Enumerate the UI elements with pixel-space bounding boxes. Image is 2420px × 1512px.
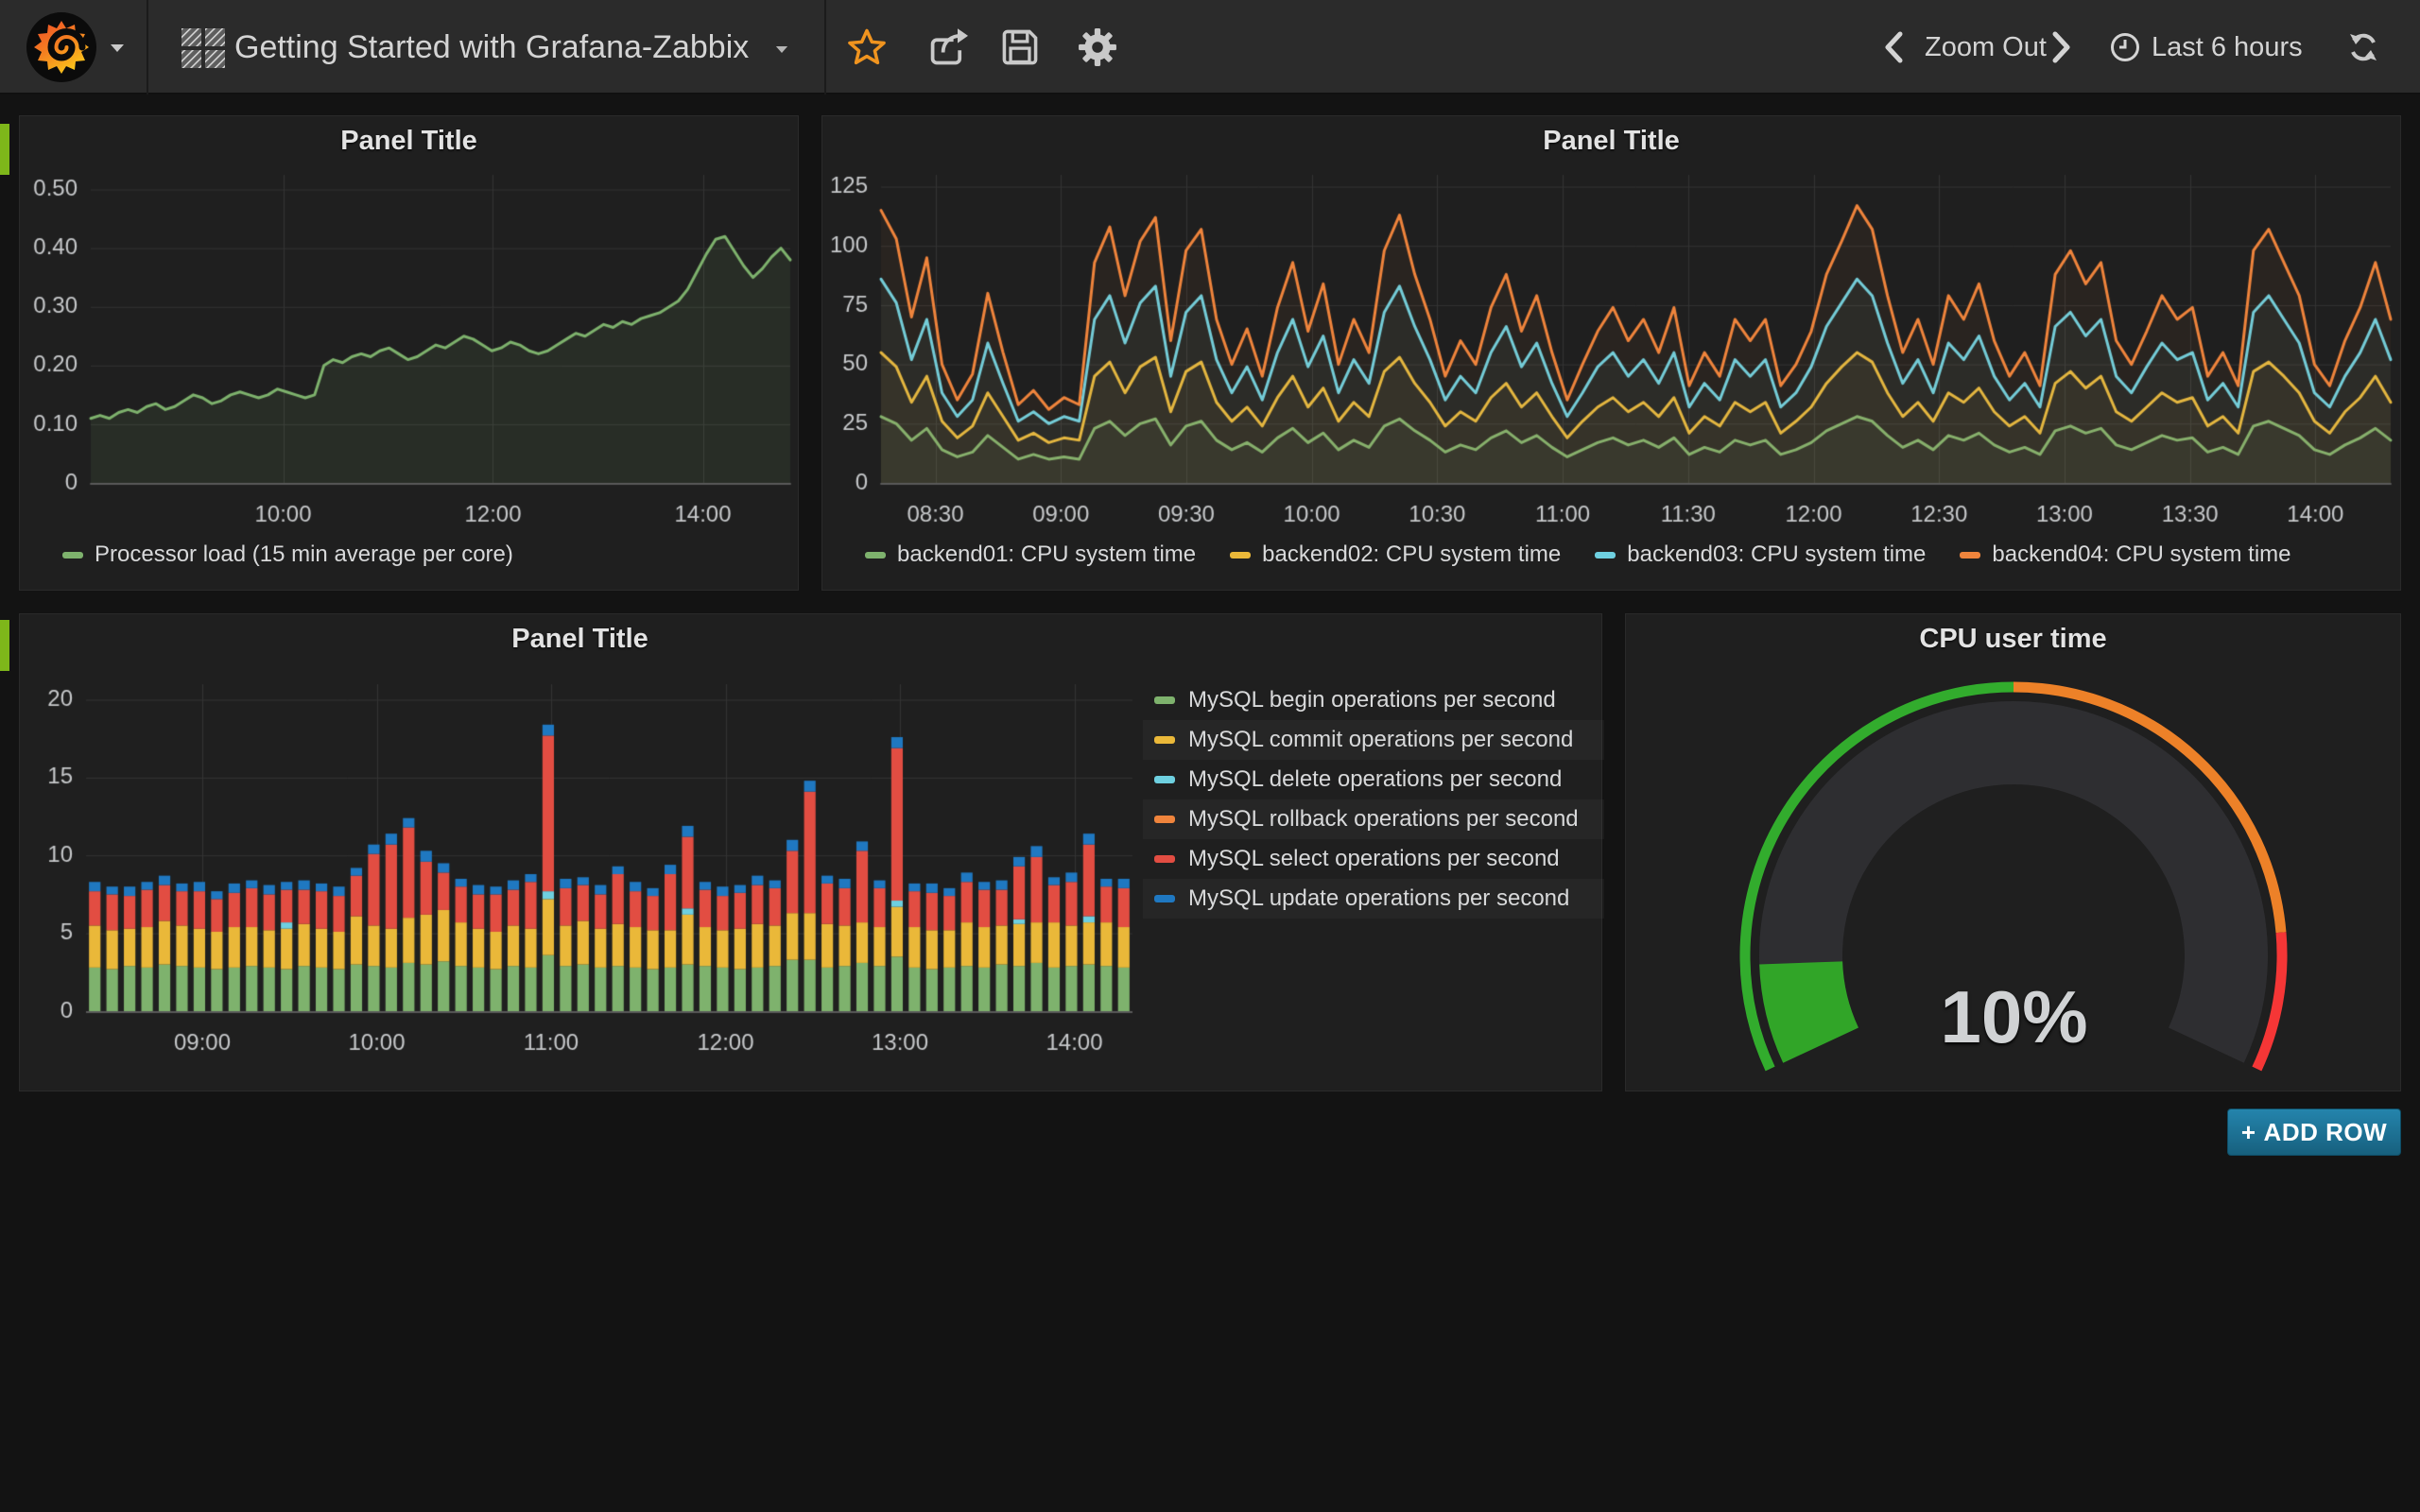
legend-series-color — [1960, 551, 1981, 558]
legend-series-label: Processor load (15 min average per core) — [95, 541, 513, 567]
processor-load-graph[interactable] — [20, 160, 800, 538]
legend-item[interactable]: MySQL commit operations per second — [1143, 720, 1604, 760]
panel-title[interactable]: CPU user time — [1919, 624, 2107, 654]
legend-series-label: MySQL begin operations per second — [1188, 687, 1556, 713]
row-handle[interactable] — [0, 124, 9, 175]
legend-series-label: backend01: CPU system time — [897, 541, 1197, 567]
legend-item[interactable]: MySQL begin operations per second — [1143, 680, 1604, 720]
legend-series-color — [1154, 816, 1175, 823]
legend-series-color — [1230, 551, 1252, 558]
gauge-threshold-segment — [2013, 681, 2287, 934]
star-dashboard-button[interactable] — [847, 0, 887, 94]
gauge-threshold-segment — [2252, 932, 2288, 1072]
legend-item[interactable]: MySQL update operations per second — [1143, 879, 1604, 919]
legend-series-label: MySQL rollback operations per second — [1188, 806, 1579, 832]
save-icon — [1002, 29, 1038, 65]
legend: Processor load (15 min average per core) — [62, 541, 513, 568]
legend: backend01: CPU system time backend02: CPU… — [865, 541, 2291, 568]
panel-processor-load: Panel Title Processor load (15 min avera… — [19, 115, 800, 591]
legend-item[interactable]: MySQL delete operations per second — [1143, 760, 1604, 799]
chevron-left-icon — [1885, 31, 1903, 63]
legend-series-color — [1154, 696, 1175, 704]
legend-series-color — [1154, 855, 1175, 863]
legend-item[interactable]: backend03: CPU system time — [1595, 541, 1926, 568]
legend-item[interactable]: backend02: CPU system time — [1230, 541, 1561, 568]
dashboard-title: Getting Started with Grafana-Zabbix — [234, 29, 750, 65]
legend-series-label: MySQL delete operations per second — [1188, 766, 1563, 792]
legend-series-color — [1154, 776, 1175, 783]
navbar: Getting Started with Grafana-Zabbix — [0, 0, 2420, 94]
cpu-user-time-gauge[interactable]: 10% — [1626, 658, 2402, 1091]
panel-title[interactable]: Panel Title — [1543, 126, 1680, 156]
refresh-icon — [2350, 33, 2377, 61]
time-range-label: Last 6 hours — [2152, 31, 2303, 62]
zoom-out-label: Zoom Out — [1925, 31, 2047, 62]
gauge-threshold-segment — [1739, 681, 2014, 1072]
legend-item[interactable]: Processor load (15 min average per core) — [62, 541, 513, 568]
legend-series-label: MySQL update operations per second — [1188, 885, 1570, 911]
row-handle[interactable] — [0, 620, 9, 671]
legend-item[interactable]: backend01: CPU system time — [865, 541, 1196, 568]
panel-mysql-operations: Panel Title MySQL begin operations per s… — [19, 613, 1602, 1091]
grafana-logo-icon — [26, 12, 96, 82]
cpu-system-time-graph[interactable] — [822, 160, 2402, 538]
time-back-button[interactable] — [1883, 0, 1904, 94]
share-dashboard-button[interactable] — [926, 0, 968, 94]
caret-down-icon — [775, 45, 787, 53]
legend: MySQL begin operations per second MySQL c… — [1143, 680, 1604, 919]
navbar-separator — [824, 0, 826, 94]
save-dashboard-button[interactable] — [1000, 0, 1040, 94]
legend-series-label: MySQL select operations per second — [1188, 846, 1560, 871]
mysql-operations-graph[interactable] — [20, 658, 1140, 1087]
legend-series-label: backend03: CPU system time — [1627, 541, 1927, 567]
legend-series-label: backend02: CPU system time — [1262, 541, 1562, 567]
dashboard-settings-button[interactable] — [1078, 0, 1117, 94]
share-icon — [930, 28, 968, 65]
legend-item[interactable]: MySQL rollback operations per second — [1143, 799, 1604, 839]
grafana-menu-button[interactable] — [0, 0, 148, 94]
chevron-right-icon — [2052, 31, 2070, 63]
legend-series-color — [1154, 736, 1175, 744]
legend-item[interactable]: backend04: CPU system time — [1960, 541, 2291, 568]
star-icon — [848, 28, 886, 65]
dashboard-title-button[interactable]: Getting Started with Grafana-Zabbix — [234, 0, 788, 94]
refresh-button[interactable] — [2346, 0, 2380, 94]
panel-title[interactable]: Panel Title — [340, 126, 477, 156]
panel-title[interactable]: Panel Title — [511, 624, 648, 654]
panel-cpu-system-time: Panel Title backend01: CPU system time ba… — [821, 115, 2402, 591]
time-forward-button[interactable] — [2051, 0, 2072, 94]
gear-icon — [1079, 28, 1116, 66]
legend-series-color — [1154, 895, 1175, 902]
legend-series-color — [865, 551, 886, 558]
legend-series-label: MySQL commit operations per second — [1188, 727, 1574, 752]
legend-item[interactable]: MySQL select operations per second — [1143, 839, 1604, 879]
caret-down-icon — [111, 44, 124, 52]
legend-series-color — [62, 551, 83, 558]
plus-icon: + — [2240, 1117, 2256, 1146]
clock-icon — [2111, 33, 2139, 61]
panel-cpu-user-time: CPU user time 10% — [1625, 613, 2401, 1091]
legend-series-label: backend04: CPU system time — [1992, 541, 2291, 567]
add-row-button[interactable]: + ADD ROW — [2227, 1108, 2401, 1156]
zoom-out-button[interactable]: Zoom Out — [1925, 0, 2047, 94]
time-picker-button[interactable]: Last 6 hours — [2110, 0, 2303, 94]
legend-series-color — [1595, 551, 1616, 558]
dashboard-grid-icon — [182, 28, 225, 68]
